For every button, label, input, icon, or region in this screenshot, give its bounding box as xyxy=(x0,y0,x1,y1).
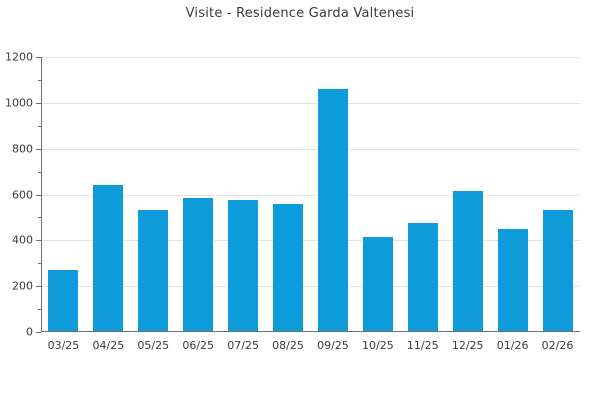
gridline xyxy=(42,286,580,288)
x-tick-label: 08/25 xyxy=(272,339,304,352)
y-tick-mark xyxy=(36,286,41,288)
y-minor-tick-mark xyxy=(38,217,41,219)
bar-01/26 xyxy=(497,229,528,331)
x-tick-label: 09/25 xyxy=(317,339,349,352)
y-tick-label: 200 xyxy=(12,279,33,293)
gridline xyxy=(42,194,580,196)
y-tick-label: 1000 xyxy=(5,96,33,110)
gridline xyxy=(42,57,580,58)
x-tick-label: 12/25 xyxy=(451,339,484,352)
bar-11/25 xyxy=(407,223,438,331)
gridline xyxy=(42,240,580,242)
y-tick-label: 600 xyxy=(12,188,33,201)
gridline xyxy=(42,148,580,150)
y-minor-tick-mark xyxy=(38,125,41,127)
bar-05/25 xyxy=(138,209,169,331)
y-minor-tick-mark xyxy=(38,309,41,311)
x-tick-label: 06/25 xyxy=(182,339,215,352)
bar-02/26 xyxy=(542,209,573,331)
x-tick-label: 07/25 xyxy=(227,339,259,352)
bar-12/25 xyxy=(452,191,483,331)
y-tick-label: 800 xyxy=(12,142,33,156)
y-tick-mark xyxy=(36,332,41,333)
bar-07/25 xyxy=(228,200,259,331)
y-tick-mark xyxy=(36,102,41,104)
bar-08/25 xyxy=(273,203,304,331)
y-minor-tick-mark xyxy=(38,79,41,81)
y-tick-label: 1200 xyxy=(5,50,33,64)
bar-10/25 xyxy=(362,237,393,331)
y-tick-mark xyxy=(36,194,41,196)
y-tick-mark xyxy=(36,148,41,150)
x-tick-label: 04/25 xyxy=(92,339,125,352)
x-tick-label: 05/25 xyxy=(137,339,170,352)
y-axis-line xyxy=(41,57,42,332)
bar-06/25 xyxy=(183,198,214,331)
chart-title: Visite - Residence Garda Valtenesi xyxy=(185,6,415,21)
gridline xyxy=(42,102,580,104)
x-tick-label: 03/25 xyxy=(47,339,80,352)
x-tick-label: 01/26 xyxy=(496,339,529,352)
y-minor-tick-mark xyxy=(38,171,41,173)
plot-area: 0 200 400 600 800 1000 1200 03/25 04/25 05/25 06/… xyxy=(5,52,580,351)
y-tick-label: 400 xyxy=(12,233,33,247)
x-axis-line xyxy=(41,331,580,332)
y-tick-mark xyxy=(36,57,41,58)
x-tick-label: 10/25 xyxy=(362,339,394,352)
y-tick-label: 0 xyxy=(26,325,33,339)
x-tick-label: 11/25 xyxy=(406,339,439,352)
x-tick-label: 02/26 xyxy=(541,339,574,352)
y-minor-tick-mark xyxy=(38,263,41,265)
bar-09/25 xyxy=(317,89,348,331)
bar-04/25 xyxy=(93,185,124,331)
bar-03/25 xyxy=(48,270,79,331)
y-tick-mark xyxy=(36,240,41,242)
